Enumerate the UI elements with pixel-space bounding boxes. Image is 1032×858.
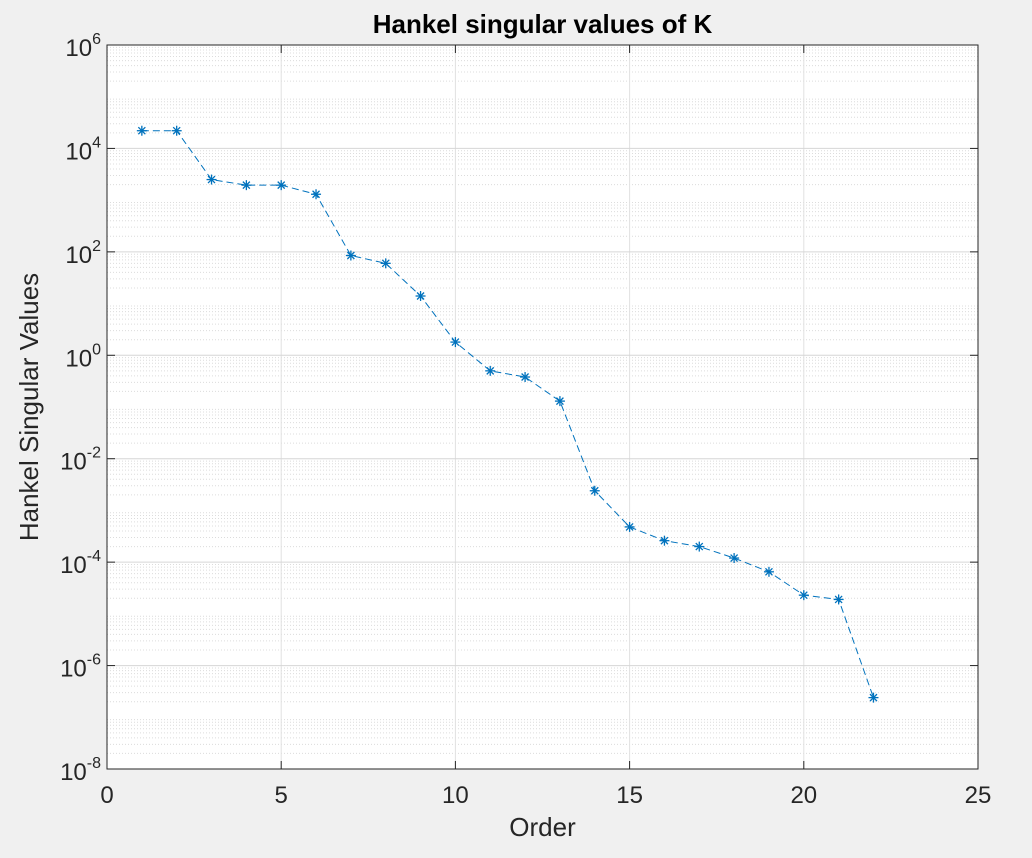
plot-frame [106,44,979,770]
data-point [659,535,670,546]
data-point [589,485,600,496]
data-point [450,337,461,348]
series [136,125,879,703]
x-tick-label: 25 [965,782,992,809]
data-point [415,291,426,302]
data-point [311,189,322,200]
y-tick-label: 10-4 [60,548,101,579]
x-tick-label: 0 [100,782,113,809]
data-point [694,541,705,552]
x-tick-label: 15 [616,782,643,809]
data-point [868,692,879,703]
y-tick-label: 100 [65,341,101,372]
ticks: 0 5 10 15 20 25 10-8 10-6 10-4 10-2 100 102 104 106 [60,31,991,809]
x-tick-label: 5 [275,782,288,809]
plot-area [107,45,978,769]
data-point [136,125,147,136]
data-point [554,396,565,407]
y-axis-label: Hankel Singular Values [14,273,44,541]
data-point [624,521,635,532]
y-tick-label: 10-6 [60,652,101,683]
x-tick-label: 20 [790,782,817,809]
y-tick-label: 106 [65,31,101,62]
grid [107,45,978,769]
x-tick-label: 10 [442,782,469,809]
data-point [345,250,356,261]
data-point [833,594,844,605]
series-line [141,130,874,698]
x-axis-label: Order [509,812,576,842]
data-point [798,590,809,601]
data-point [241,180,252,191]
y-tick-label: 104 [65,134,101,165]
data-point [520,372,531,383]
y-tick-label: 102 [65,238,101,269]
data-point [729,553,740,564]
chart-title: Hankel singular values of K [373,9,713,39]
y-tick-label: 10-2 [60,445,101,476]
data-point [171,125,182,136]
data-point [763,566,774,577]
data-point [380,258,391,269]
data-point [206,174,217,185]
data-point [485,365,496,376]
y-tick-label: 10-8 [60,755,101,786]
data-point [276,180,287,191]
